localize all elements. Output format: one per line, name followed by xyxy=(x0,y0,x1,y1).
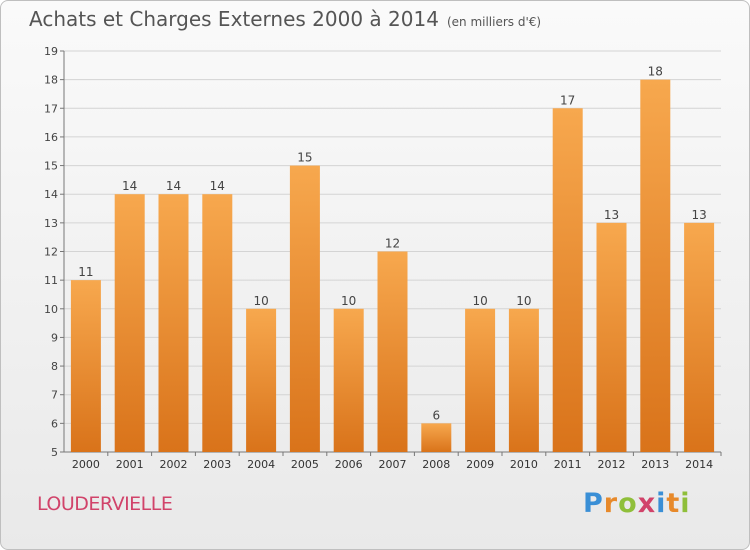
logo-letter: i xyxy=(656,488,667,519)
bar xyxy=(684,222,715,452)
bar xyxy=(421,423,452,452)
y-tick-label: 12 xyxy=(44,246,58,259)
label-layer: 5 6 7 8 9 10 11 12 13 14 15 16 17 18 19 11 2000 14 2001 14 2… xyxy=(44,45,713,471)
x-tick-label: 2010 xyxy=(510,458,538,471)
logo-letter: t xyxy=(666,488,681,519)
bar-value-label: 10 xyxy=(472,294,487,308)
bar-value-label: 13 xyxy=(691,208,706,222)
bar-value-label: 14 xyxy=(122,179,137,193)
y-tick-label: 7 xyxy=(51,389,58,402)
x-tick-label: 2013 xyxy=(641,458,669,471)
bar-value-label: 12 xyxy=(385,237,400,251)
logo-letter: P xyxy=(583,488,604,519)
bar-value-label: 13 xyxy=(604,208,619,222)
x-tick-label: 2007 xyxy=(379,458,407,471)
bar-value-label: 11 xyxy=(78,265,93,279)
y-tick-label: 11 xyxy=(44,274,58,287)
bar-value-label: 14 xyxy=(210,179,225,193)
x-tick-label: 2008 xyxy=(422,458,450,471)
x-tick-label: 2012 xyxy=(598,458,626,471)
bar xyxy=(333,308,364,452)
bar xyxy=(202,194,233,452)
bar xyxy=(289,165,320,453)
bar-value-label: 10 xyxy=(341,294,356,308)
chart-unit: (en milliers d'€) xyxy=(446,15,542,29)
bar xyxy=(158,194,189,452)
bar xyxy=(70,280,101,452)
x-tick-label: 2003 xyxy=(203,458,231,471)
y-tick-label: 6 xyxy=(51,417,58,430)
logo-letter: i xyxy=(680,488,691,519)
x-tick-label: 2011 xyxy=(554,458,582,471)
logo-letter: r xyxy=(603,488,619,519)
y-tick-label: 16 xyxy=(44,131,58,144)
x-tick-label: 2000 xyxy=(72,458,100,471)
y-tick-label: 18 xyxy=(44,74,58,87)
x-tick-label: 2006 xyxy=(335,458,363,471)
x-tick-label: 2004 xyxy=(247,458,275,471)
bar-value-label: 10 xyxy=(516,294,531,308)
bar-value-label: 18 xyxy=(648,65,663,79)
bar xyxy=(596,222,627,452)
y-tick-label: 19 xyxy=(44,45,58,58)
y-tick-label: 17 xyxy=(44,102,58,115)
bar-value-label: 6 xyxy=(432,408,440,422)
chart-title-text: Achats et Charges Externes 2000 à 2014 xyxy=(29,7,439,31)
bar xyxy=(465,308,496,452)
x-tick-label: 2001 xyxy=(116,458,144,471)
y-tick-label: 10 xyxy=(44,303,58,316)
proxiti-logo[interactable]: Proxiti xyxy=(583,488,691,519)
y-tick-label: 9 xyxy=(51,331,58,344)
bar-layer xyxy=(70,79,715,453)
bar-value-label: 17 xyxy=(560,93,575,107)
x-tick-label: 2002 xyxy=(160,458,188,471)
y-tick-label: 14 xyxy=(44,188,58,201)
bar-value-label: 14 xyxy=(166,179,181,193)
bar xyxy=(552,108,583,453)
commune-name: LOUDERVIELLE xyxy=(37,493,173,515)
x-tick-label: 2009 xyxy=(466,458,494,471)
bar xyxy=(377,251,408,452)
bar-value-label: 15 xyxy=(297,151,312,165)
bar xyxy=(246,308,277,452)
bar xyxy=(114,194,145,452)
y-tick-label: 8 xyxy=(51,360,58,373)
bar xyxy=(640,79,671,453)
x-tick-label: 2014 xyxy=(685,458,713,471)
logo-letter: o xyxy=(618,488,638,519)
y-tick-label: 15 xyxy=(44,160,58,173)
x-tick-label: 2005 xyxy=(291,458,319,471)
logo-letter: x xyxy=(637,488,657,519)
y-tick-label: 13 xyxy=(44,217,58,230)
bar xyxy=(508,308,539,452)
bar-value-label: 10 xyxy=(253,294,268,308)
y-tick-label: 5 xyxy=(51,446,58,459)
chart-title: Achats et Charges Externes 2000 à 2014 (e… xyxy=(29,7,541,31)
